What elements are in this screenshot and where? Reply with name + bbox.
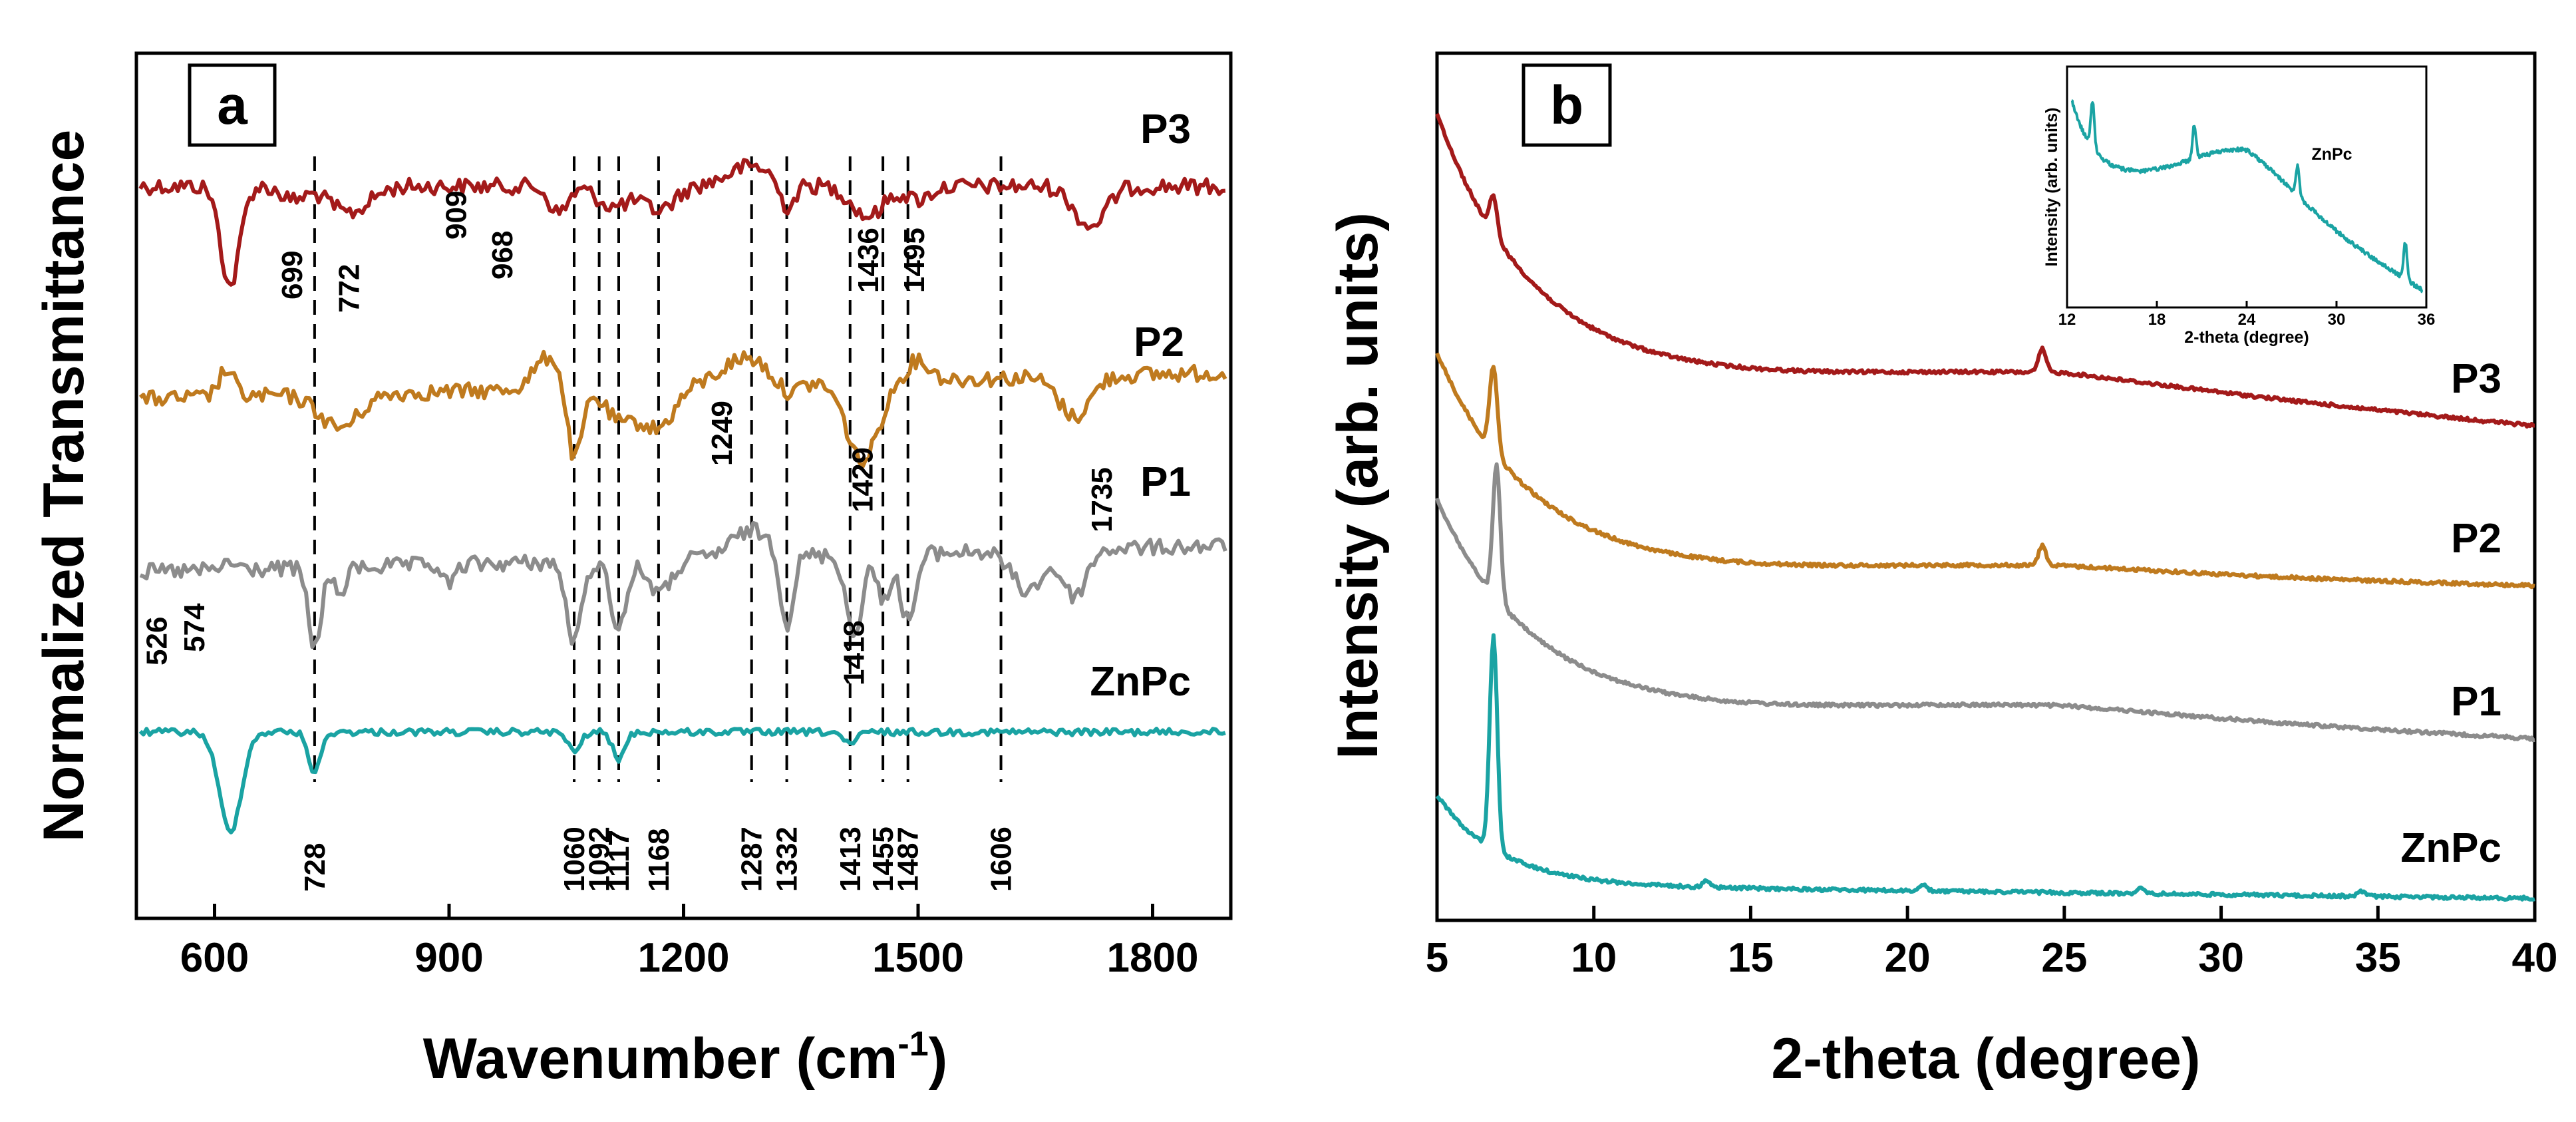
panel-b-inset-chart: 12 18 24 30 36 ZnPc 2-theta (degree) Intensi… bbox=[2042, 65, 2436, 347]
x-tick-label-1800: 1800 bbox=[1107, 935, 1199, 981]
inset-x-tick-label-12: 12 bbox=[2058, 311, 2076, 329]
series-line-P3 bbox=[1435, 112, 2535, 429]
inset-y-axis-title: Intensity (arb. units) bbox=[2042, 108, 2061, 267]
series-label-P2: P2 bbox=[1134, 319, 1184, 365]
series-label-ZnPc: ZnPc bbox=[2400, 825, 2501, 871]
inset-x-tick-label-36: 36 bbox=[2418, 311, 2436, 329]
peak-annotation-699: 699 bbox=[276, 251, 309, 299]
panel-a-letter: a bbox=[217, 75, 248, 136]
inset-frame bbox=[2066, 65, 2428, 309]
bottom-peak-label-1332: 1332 bbox=[771, 827, 804, 892]
panel-b-series bbox=[1435, 112, 2535, 902]
series-line-P2 bbox=[1435, 352, 2535, 590]
bottom-peak-label-728: 728 bbox=[299, 843, 331, 892]
panel-b-x-ticks: 5 10 15 20 25 30 35 40 bbox=[1426, 906, 2558, 981]
panel-a-series-labels: P3 P2 P1 ZnPc bbox=[1090, 106, 1191, 705]
x-tick-label-40: 40 bbox=[2512, 935, 2558, 981]
x-tick-label-30: 30 bbox=[2198, 935, 2244, 981]
panel-a-y-axis-title: Normalized Transmittance bbox=[32, 130, 96, 842]
panel-a-letter-box bbox=[188, 63, 277, 147]
peak-annotation-772: 772 bbox=[333, 264, 366, 313]
panel-b-y-axis-title: Intensity (arb. units) bbox=[1326, 212, 1390, 759]
bottom-peak-label-1092: 1092 bbox=[583, 827, 616, 892]
series-label-P1: P1 bbox=[1140, 459, 1191, 505]
series-line-P3 bbox=[138, 158, 1225, 287]
inset-x-tick-label-18: 18 bbox=[2148, 311, 2166, 329]
series-label-P3: P3 bbox=[2451, 356, 2501, 402]
panel-b-series-labels: P3 P2 P1 ZnPc bbox=[2400, 356, 2501, 871]
bottom-peak-label-1606: 1606 bbox=[985, 827, 1018, 892]
panel-a-frame bbox=[134, 51, 1233, 920]
bottom-peak-label-1287: 1287 bbox=[736, 827, 768, 892]
series-line-P1 bbox=[1435, 462, 2535, 743]
peak-annotation-909: 909 bbox=[440, 191, 473, 240]
x-tick-label-10: 10 bbox=[1571, 935, 1617, 981]
x-tick-label-20: 20 bbox=[1885, 935, 1931, 981]
peak-annotation-574: 574 bbox=[178, 603, 211, 652]
inset-series bbox=[2070, 99, 2424, 293]
panel-b-frame bbox=[1435, 51, 2537, 922]
panel-a-x-axis-title: Wavenumber (cm-1) bbox=[423, 1025, 948, 1091]
series-label-P1: P1 bbox=[2451, 679, 2501, 725]
inset-series-line-ZnPc bbox=[2070, 99, 2424, 293]
x-tick-label-600: 600 bbox=[180, 935, 249, 981]
peak-annotation-1418: 1418 bbox=[838, 620, 871, 685]
inset-x-axis-title: 2-theta (degree) bbox=[2184, 328, 2309, 347]
panel-b-xrd-chart: b 5 10 15 20 25 30 35 40 P3 P2 P1 ZnPc 2-theta (de… bbox=[1326, 51, 2558, 1091]
peak-annotation-1249: 1249 bbox=[706, 401, 738, 466]
series-label-P2: P2 bbox=[2451, 516, 2501, 562]
panel-a-peak-annotations: 699 772 909 968 1436 1495 1249 1429 1735 526 574 14… bbox=[141, 191, 1119, 685]
x-tick-label-25: 25 bbox=[2041, 935, 2087, 981]
inset-series-label: ZnPc bbox=[2311, 145, 2352, 164]
x-tick-label-900: 900 bbox=[414, 935, 483, 981]
panel-b-x-axis-title: 2-theta (degree) bbox=[1771, 1027, 2200, 1091]
peak-annotation-968: 968 bbox=[486, 231, 519, 280]
panel-a-series bbox=[138, 158, 1227, 835]
panel-b-letter: b bbox=[1550, 75, 1583, 136]
panel-b-letter-box bbox=[1522, 63, 1612, 147]
bottom-peak-label-1455: 1455 bbox=[867, 827, 899, 892]
peak-annotation-1495: 1495 bbox=[898, 228, 931, 293]
x-tick-label-5: 5 bbox=[1426, 935, 1448, 981]
bottom-peak-label-1060: 1060 bbox=[558, 827, 591, 892]
series-line-ZnPc bbox=[138, 727, 1226, 835]
inset-x-tick-label-30: 30 bbox=[2328, 311, 2346, 329]
bottom-peak-label-1413: 1413 bbox=[834, 827, 867, 892]
peak-annotation-1429: 1429 bbox=[847, 447, 880, 512]
bottom-peak-label-1487: 1487 bbox=[892, 827, 925, 892]
series-line-ZnPc bbox=[1435, 633, 2535, 902]
x-tick-label-1200: 1200 bbox=[638, 935, 730, 981]
panel-a-x-ticks: 600 900 1200 1500 1800 bbox=[180, 904, 1199, 981]
series-label-ZnPc: ZnPc bbox=[1090, 659, 1191, 705]
panel-a-peak-lines bbox=[313, 156, 1003, 782]
inset-x-tick-label-24: 24 bbox=[2238, 311, 2256, 329]
panel-a-ftir-chart: a 600 900 1200 1500 1800 699 772 909 968 1436 149… bbox=[32, 51, 1233, 1091]
bottom-peak-label-1168: 1168 bbox=[643, 829, 675, 892]
series-label-P3: P3 bbox=[1140, 106, 1191, 152]
x-tick-label-1500: 1500 bbox=[872, 935, 964, 981]
inset-x-ticks: 12 18 24 30 36 bbox=[2058, 301, 2436, 329]
x-tick-label-15: 15 bbox=[1728, 935, 1774, 981]
x-tick-label-35: 35 bbox=[2355, 935, 2401, 981]
peak-annotation-1735: 1735 bbox=[1086, 467, 1118, 532]
series-line-P2 bbox=[138, 349, 1227, 469]
bottom-peak-label-1117: 1117 bbox=[603, 830, 635, 892]
peak-annotation-1436: 1436 bbox=[852, 228, 885, 293]
series-line-P1 bbox=[139, 520, 1227, 650]
peak-annotation-526: 526 bbox=[141, 617, 174, 665]
